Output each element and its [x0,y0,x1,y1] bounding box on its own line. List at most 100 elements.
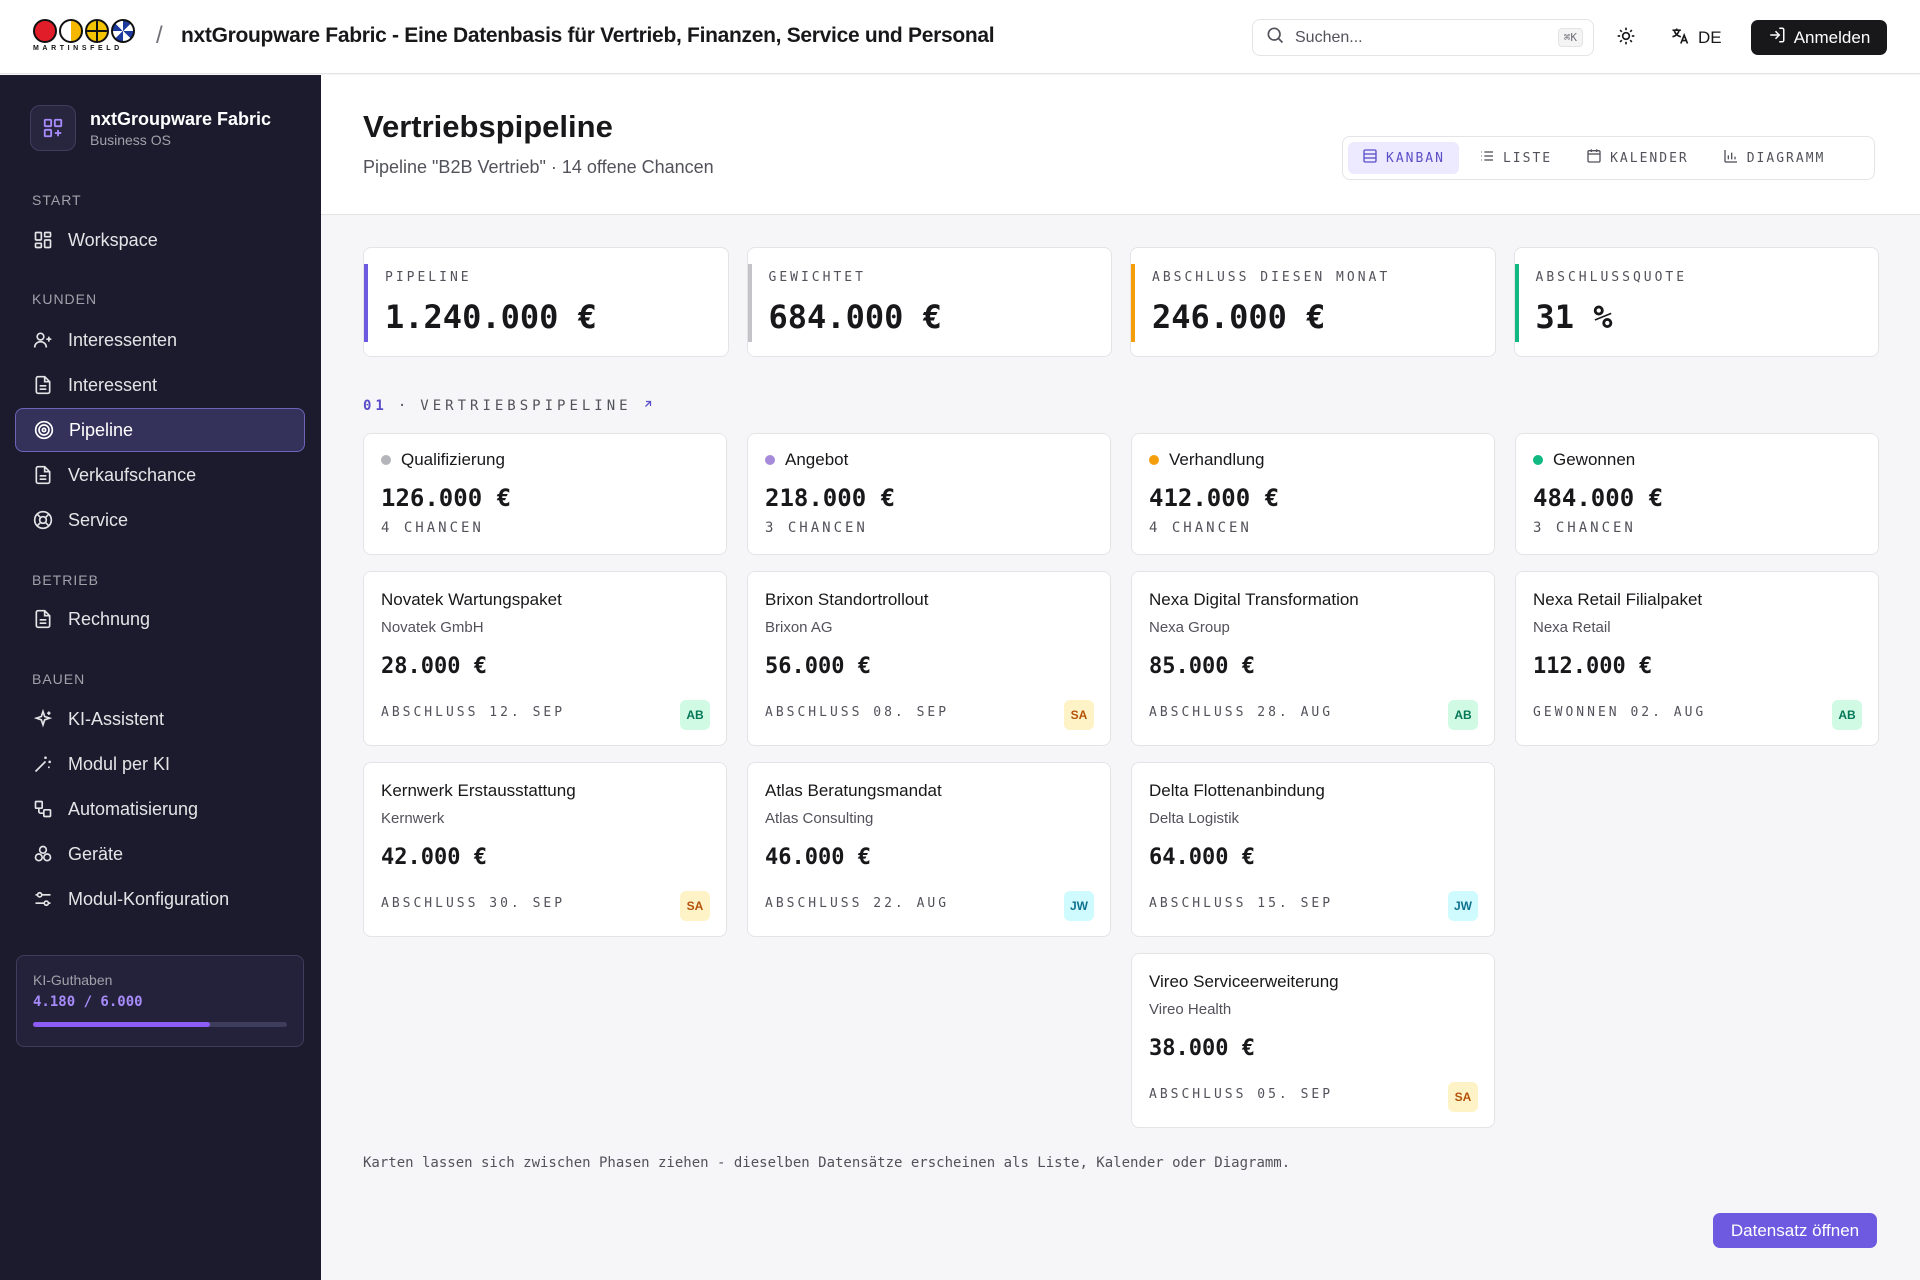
document-icon [32,374,54,396]
sidebar-item-label: Service [68,509,129,530]
deal-company: Delta Logistik [1149,810,1240,827]
login-label: Anmelden [1793,27,1871,47]
owner-avatar[interactable]: SA [1448,1082,1478,1112]
sidebar-item-label: Pipeline [69,419,134,440]
stage-dot [765,455,775,465]
sidebar-item-label: Workspace [68,229,158,250]
column-sum: 484.000 € [1533,484,1664,512]
sidebar-item-label: Interessenten [68,329,178,350]
deal-title: Vireo Serviceerweiterung [1149,972,1339,991]
document-icon [32,608,54,630]
sidebar-brand[interactable]: nxtGroupware Fabric Business OS [30,105,271,151]
sidebar-item-automatisierung[interactable]: Automatisierung [15,787,305,831]
sidebar-item-label: Geräte [68,843,124,864]
deal-company: Atlas Consulting [765,810,874,827]
tab-kalender[interactable]: KALENDER [1572,142,1703,174]
sidebar-item-label: Interessent [68,374,158,395]
kpi-value: 684.000 € [768,298,942,336]
deal-card[interactable]: Kernwerk Erstausstattung Kernwerk 42.000 €… [363,762,727,937]
sparkles-icon [32,708,54,730]
deal-title: Brixon Standortrollout [765,590,929,609]
owner-avatar[interactable]: JW [1448,891,1478,921]
sidebar-item-rechnung[interactable]: Rechnung [15,597,305,641]
owner-avatar[interactable]: AB [1832,700,1862,730]
ai-credits-bar [33,1022,287,1027]
sidebar-item-interessent[interactable]: Interessent [15,363,305,407]
kanban-column: Qualifizierung 126.000 € 4 CHANCEN Novatek … [363,433,727,1128]
tab-label: DIAGRAMM [1746,150,1826,166]
deal-card[interactable]: Atlas Beratungsmandat Atlas Consulting 46.… [747,762,1111,937]
owner-avatar[interactable]: SA [680,891,710,921]
column-header[interactable]: Verhandlung 412.000 € 4 CHANCEN [1131,433,1495,555]
kpi-accent [1131,264,1135,342]
search-input[interactable]: Suchen... ⌘K [1252,19,1594,56]
owner-avatar[interactable]: AB [1448,700,1478,730]
kpi-accent [1514,264,1519,342]
deal-close-date: GEWONNEN 02. AUG [1533,705,1707,720]
column-title: Qualifizierung [401,450,505,469]
search-placeholder: Suchen... [1295,28,1363,46]
wand-icon [32,753,54,775]
deal-card[interactable]: Nexa Retail Filialpaket Nexa Retail 112.00… [1515,571,1879,746]
calendar-icon [1586,148,1602,168]
sidebar-item-modul-per-ki[interactable]: Modul per KI [15,742,305,786]
deal-close-date: ABSCHLUSS 30. SEP [381,896,566,911]
theme-toggle-button[interactable] [1612,24,1640,52]
deal-amount: 38.000 € [1149,1036,1255,1061]
column-sum: 218.000 € [765,484,896,512]
column-header[interactable]: Qualifizierung 126.000 € 4 CHANCEN [363,433,727,555]
language-switch[interactable]: DE [1670,24,1722,52]
kanban-board: Qualifizierung 126.000 € 4 CHANCEN Novatek … [363,433,1879,1128]
tab-liste[interactable]: LISTE [1465,142,1566,174]
column-header[interactable]: Gewonnen 484.000 € 3 CHANCEN [1515,433,1879,555]
deal-amount: 46.000 € [765,845,871,870]
column-header[interactable]: Angebot 218.000 € 3 CHANCEN [747,433,1111,555]
martinsfeld-logo[interactable]: MARTINSFELD [33,19,139,55]
deal-title: Delta Flottenanbindung [1149,781,1325,800]
sidebar-item-workspace[interactable]: Workspace [15,218,305,262]
tab-kanban[interactable]: KANBAN [1348,142,1459,174]
apps-icon [30,105,76,151]
deal-company: Nexa Group [1149,619,1230,636]
sidebar-item-pipeline[interactable]: Pipeline [15,408,305,452]
deal-card[interactable]: Vireo Serviceerweiterung Vireo Health 38.0… [1131,953,1495,1128]
deal-card[interactable]: Delta Flottenanbindung Delta Logistik 64.0… [1131,762,1495,937]
sidebar-item-ki-assistent[interactable]: KI-Assistent [15,697,305,741]
sidebar-item-service[interactable]: Service [15,498,305,542]
sidebar-item-modul-konfiguration[interactable]: Modul-Konfiguration [15,877,305,921]
deal-close-date: ABSCHLUSS 22. AUG [765,896,950,911]
search-icon [1265,25,1285,50]
ai-credits-label: KI-Guthaben [33,972,113,988]
sidebar-item-geraete[interactable]: Geräte [15,832,305,876]
sidebar-item-verkaufschance[interactable]: Verkaufschance [15,453,305,497]
deal-company: Vireo Health [1149,1001,1232,1018]
kpi-label: ABSCHLUSSQUOTE [1535,270,1688,285]
tab-diagramm[interactable]: DIAGRAMM [1709,142,1840,174]
list-icon [1479,148,1495,168]
boxes-icon [32,843,54,865]
deal-card[interactable]: Brixon Standortrollout Brixon AG 56.000 € A… [747,571,1111,746]
owner-avatar[interactable]: AB [680,700,710,730]
owner-avatar[interactable]: JW [1064,891,1094,921]
nav-section-kunden: KUNDEN [32,291,98,307]
kpi-row: PIPELINE 1.240.000 € GEWICHTET 684.000 €… [363,247,1879,357]
open-record-button[interactable]: Datensatz öffnen [1713,1213,1877,1248]
nav-section-bauen: BAUEN [32,671,86,687]
deal-card[interactable]: Nexa Digital Transformation Nexa Group 85.… [1131,571,1495,746]
language-label: DE [1698,28,1722,47]
sidebar-item-interessenten[interactable]: Interessenten [15,318,305,362]
stage-dot [1149,455,1159,465]
section-separator: · [397,398,411,414]
kanban-column: Verhandlung 412.000 € 4 CHANCEN Nexa Digita… [1131,433,1495,1128]
column-count: 3 CHANCEN [1533,520,1636,536]
kpi-value: 1.240.000 € [385,298,597,336]
section-heading[interactable]: 01 · VERTRIEBSPIPELINE [363,398,654,414]
brand-name: nxtGroupware Fabric [90,108,272,129]
ai-credits-panel: KI-Guthaben 4.180 / 6.000 [16,955,304,1047]
deal-card[interactable]: Novatek Wartungspaket Novatek GmbH 28.000 … [363,571,727,746]
owner-avatar[interactable]: SA [1064,700,1094,730]
deal-title: Novatek Wartungspaket [381,590,562,609]
stage-dot [1533,455,1543,465]
brand-subtitle: Business OS [90,131,171,148]
login-button[interactable]: Anmelden [1751,20,1887,55]
